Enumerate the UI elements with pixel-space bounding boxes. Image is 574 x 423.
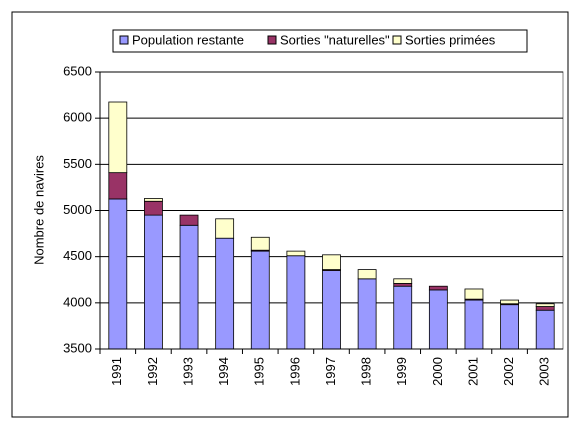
bar-segment: [393, 285, 413, 350]
x-tick-label: 2000: [430, 357, 445, 386]
bar-segment: [108, 172, 128, 200]
bar-segment: [428, 289, 448, 350]
bar-segment: [322, 254, 341, 270]
bar-segment: [250, 250, 270, 350]
y-tick-label: 3500: [63, 340, 92, 355]
y-tick-label: 4500: [63, 248, 92, 263]
bar-segment: [535, 309, 555, 350]
bar-segment: [179, 224, 199, 350]
legend-label: Sorties "naturelles": [280, 32, 390, 47]
y-tick-label: 5000: [63, 202, 92, 217]
legend-swatch: [392, 35, 402, 45]
y-tick-label: 4000: [63, 294, 92, 309]
bar-segment: [144, 200, 163, 216]
x-tick-label: 1997: [323, 357, 338, 386]
bar-segment: [215, 237, 235, 350]
y-tick-label: 6000: [63, 110, 92, 125]
bar-segment: [144, 198, 163, 202]
bar-segment: [500, 299, 519, 305]
x-tick-label: 1998: [359, 357, 374, 386]
bar-segment: [535, 306, 555, 311]
x-tick-label: 2003: [537, 357, 552, 386]
bar-segment: [250, 236, 270, 251]
x-tick-label: 1996: [287, 357, 302, 386]
legend-label: Sorties primées: [405, 32, 496, 47]
bar-segment: [464, 288, 484, 300]
bar-segment: [286, 250, 306, 257]
x-tick-label: 1994: [216, 357, 231, 386]
legend-swatch: [267, 35, 277, 45]
y-tick-label: 6500: [63, 63, 92, 78]
x-tick-label: 2002: [501, 357, 516, 386]
legend-swatch: [119, 35, 129, 45]
legend-box: [112, 29, 528, 53]
bar-segment: [428, 285, 448, 291]
bar-segment: [215, 218, 235, 239]
bar-segment: [393, 278, 413, 284]
bar-segment: [144, 214, 163, 350]
bar-segment: [108, 198, 128, 350]
y-axis-label: Nombre de navires: [31, 155, 46, 265]
x-tick-label: 1999: [394, 357, 409, 386]
x-tick-label: 1993: [180, 357, 195, 386]
bar-segment: [357, 269, 377, 280]
bar-segment: [393, 283, 413, 287]
bar-segment: [322, 270, 341, 350]
bar-segment: [500, 304, 519, 350]
x-tick-label: 1995: [252, 357, 267, 386]
bar-segment: [535, 303, 555, 307]
x-tick-label: 1992: [145, 357, 160, 386]
bar-segment: [179, 214, 199, 226]
bar-segment: [108, 101, 128, 174]
bar-segment: [357, 278, 377, 350]
legend-label: Population restante: [132, 32, 244, 47]
bar-segment: [286, 255, 306, 350]
x-tick-label: 1991: [109, 357, 124, 386]
bar-segment: [464, 299, 484, 350]
x-tick-label: 2001: [465, 357, 480, 386]
y-tick-label: 5500: [63, 156, 92, 171]
